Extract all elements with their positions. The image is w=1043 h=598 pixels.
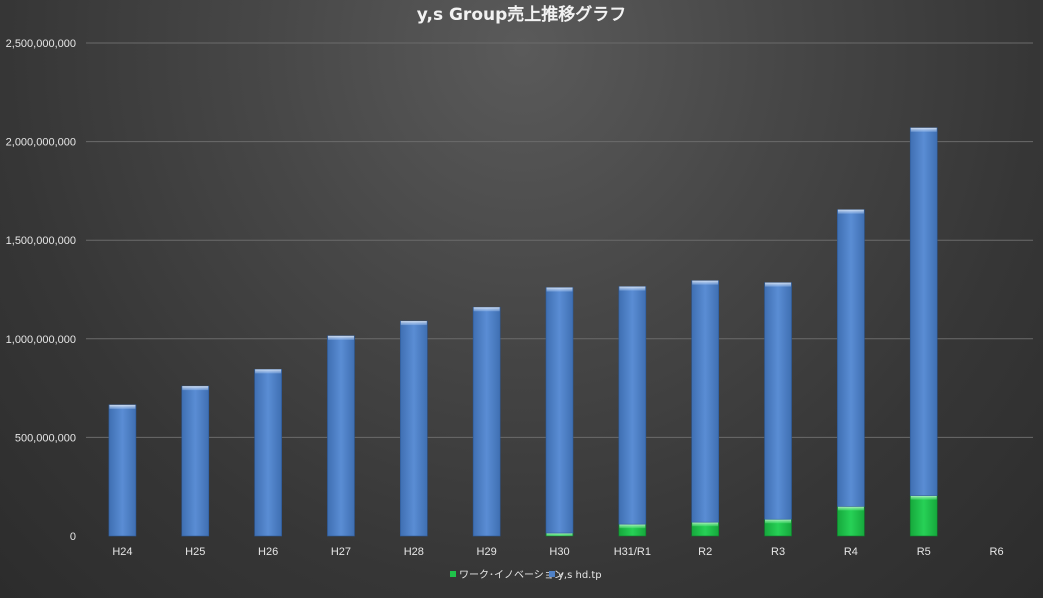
x-axis: H24 H25 H26 H27 H28 H29 H30 H31/R1 R2 R3 R4 R5 R6 bbox=[112, 546, 1003, 558]
x-tick-label: H29 bbox=[477, 546, 497, 558]
bar-segment-ys-hd-highlight bbox=[255, 369, 282, 374]
bar-segment-ys-hd-highlight bbox=[837, 209, 864, 214]
bar-segment-ys-hd-highlight bbox=[109, 404, 136, 409]
bar-segment-ys-hd-highlight bbox=[400, 321, 427, 326]
bar-segment-ys-hd bbox=[400, 320, 428, 537]
legend-label: ワーク･イノベーション bbox=[459, 569, 564, 581]
bar-segment-ys-hd-highlight bbox=[619, 286, 646, 291]
bar-segment-work-innovation-highlight bbox=[837, 506, 864, 511]
x-tick-label: R6 bbox=[990, 546, 1004, 558]
y-tick-label: 1,000,000,000 bbox=[6, 334, 76, 346]
chart-title: y,s Group売上推移グラフ bbox=[417, 4, 627, 25]
legend-swatch bbox=[549, 571, 555, 577]
y-tick-label: 1,500,000,000 bbox=[6, 235, 76, 247]
bar-segment-work-innovation-highlight bbox=[692, 522, 719, 527]
bar-segment-ys-hd bbox=[327, 335, 355, 537]
x-tick-label: H24 bbox=[112, 546, 132, 558]
bar-segment-ys-hd bbox=[254, 369, 282, 537]
bar-segment-ys-hd bbox=[618, 286, 647, 525]
legend-swatch bbox=[450, 571, 456, 577]
bar-segment-work-innovation-highlight bbox=[765, 519, 792, 524]
bar-segment-ys-hd-highlight bbox=[765, 282, 792, 287]
bar-segment-ys-hd bbox=[108, 404, 137, 537]
bar-segment-work-innovation bbox=[909, 495, 938, 537]
x-tick-label: H26 bbox=[258, 546, 278, 558]
x-tick-label: R4 bbox=[844, 546, 858, 558]
bar-segment-ys-hd bbox=[181, 385, 210, 537]
x-tick-label: R2 bbox=[698, 546, 712, 558]
gridlines bbox=[86, 42, 1033, 438]
bar-segment-work-innovation-highlight bbox=[910, 495, 937, 500]
bar-segment-work-innovation-highlight bbox=[546, 533, 573, 536]
legend-label: y,s hd.tp bbox=[558, 570, 602, 581]
bar-segment-ys-hd-highlight bbox=[473, 307, 500, 312]
bar-segment-ys-hd-highlight bbox=[546, 287, 573, 292]
x-tick-label: H28 bbox=[404, 546, 424, 558]
bar-segment-ys-hd-highlight bbox=[910, 127, 937, 132]
x-tick-label: H30 bbox=[549, 546, 569, 558]
bar-segment-ys-hd bbox=[909, 127, 938, 496]
bar-segment-ys-hd bbox=[545, 287, 574, 534]
bar-segment-ys-hd bbox=[691, 280, 719, 523]
x-tick-label: H31/R1 bbox=[614, 546, 651, 558]
y-tick-label: 2,000,000,000 bbox=[6, 137, 76, 149]
x-tick-label: R5 bbox=[917, 546, 931, 558]
y-tick-label: 500,000,000 bbox=[15, 432, 76, 444]
y-tick-label: 0 bbox=[70, 531, 76, 543]
y-tick-label: 2,500,000,000 bbox=[6, 38, 76, 50]
bars bbox=[108, 127, 938, 537]
bar-segment-ys-hd-highlight bbox=[692, 280, 719, 285]
bar-segment-ys-hd bbox=[837, 209, 865, 507]
x-tick-label: H25 bbox=[185, 546, 205, 558]
bar-segment-ys-hd bbox=[472, 306, 501, 537]
bar-segment-ys-hd-highlight bbox=[327, 335, 354, 340]
x-tick-label: H27 bbox=[331, 546, 351, 558]
y-axis: 0 500,000,000 1,000,000,000 1,500,000,000 2,… bbox=[6, 38, 76, 543]
bar-segment-work-innovation-highlight bbox=[619, 524, 646, 529]
bar-segment-ys-hd bbox=[764, 282, 792, 520]
x-tick-label: R3 bbox=[771, 546, 785, 558]
bar-segment-ys-hd-highlight bbox=[182, 386, 209, 391]
bar-segment-work-innovation bbox=[837, 506, 865, 537]
